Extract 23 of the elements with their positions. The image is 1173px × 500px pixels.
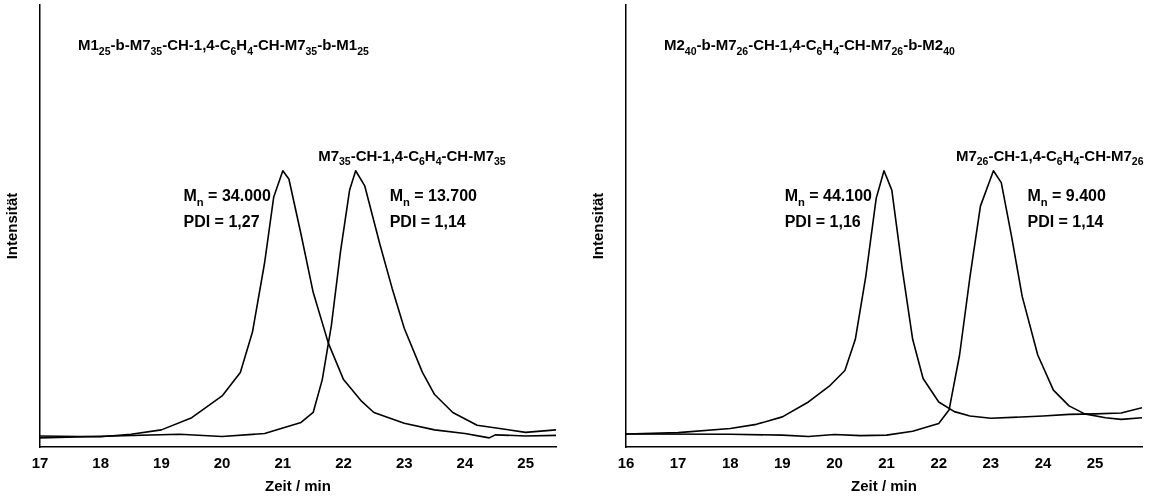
x-tick-label: 24 [456,454,474,472]
y-axis-title: Intensität [589,192,607,260]
x-tick-label: 23 [395,454,413,472]
x-tick-label: 23 [982,454,1000,472]
x-tick-label: 18 [92,454,110,472]
x-tick-label: 21 [274,454,292,472]
x-tick-label: 22 [335,454,352,472]
x-axis-title: Zeit / min [851,477,917,495]
x-tick-label: 24 [1034,454,1052,472]
x-tick-label: 21 [878,454,895,472]
y-axis-title: Intensität [3,192,21,260]
x-tick-label: 16 [617,454,635,472]
x-tick-label: 20 [213,454,231,472]
x-axis-title: Zeit / min [265,477,331,495]
x-tick-label: 19 [774,454,791,472]
x-tick-label: 20 [826,454,843,472]
x-tick-label: 17 [31,454,49,472]
x-tick-label: 19 [153,454,170,472]
x-tick-label: 25 [517,454,534,472]
x-tick-label: 17 [669,454,687,472]
x-tick-label: 22 [930,454,948,472]
x-tick-label: 18 [721,454,739,472]
x-tick-label: 25 [1086,454,1104,472]
